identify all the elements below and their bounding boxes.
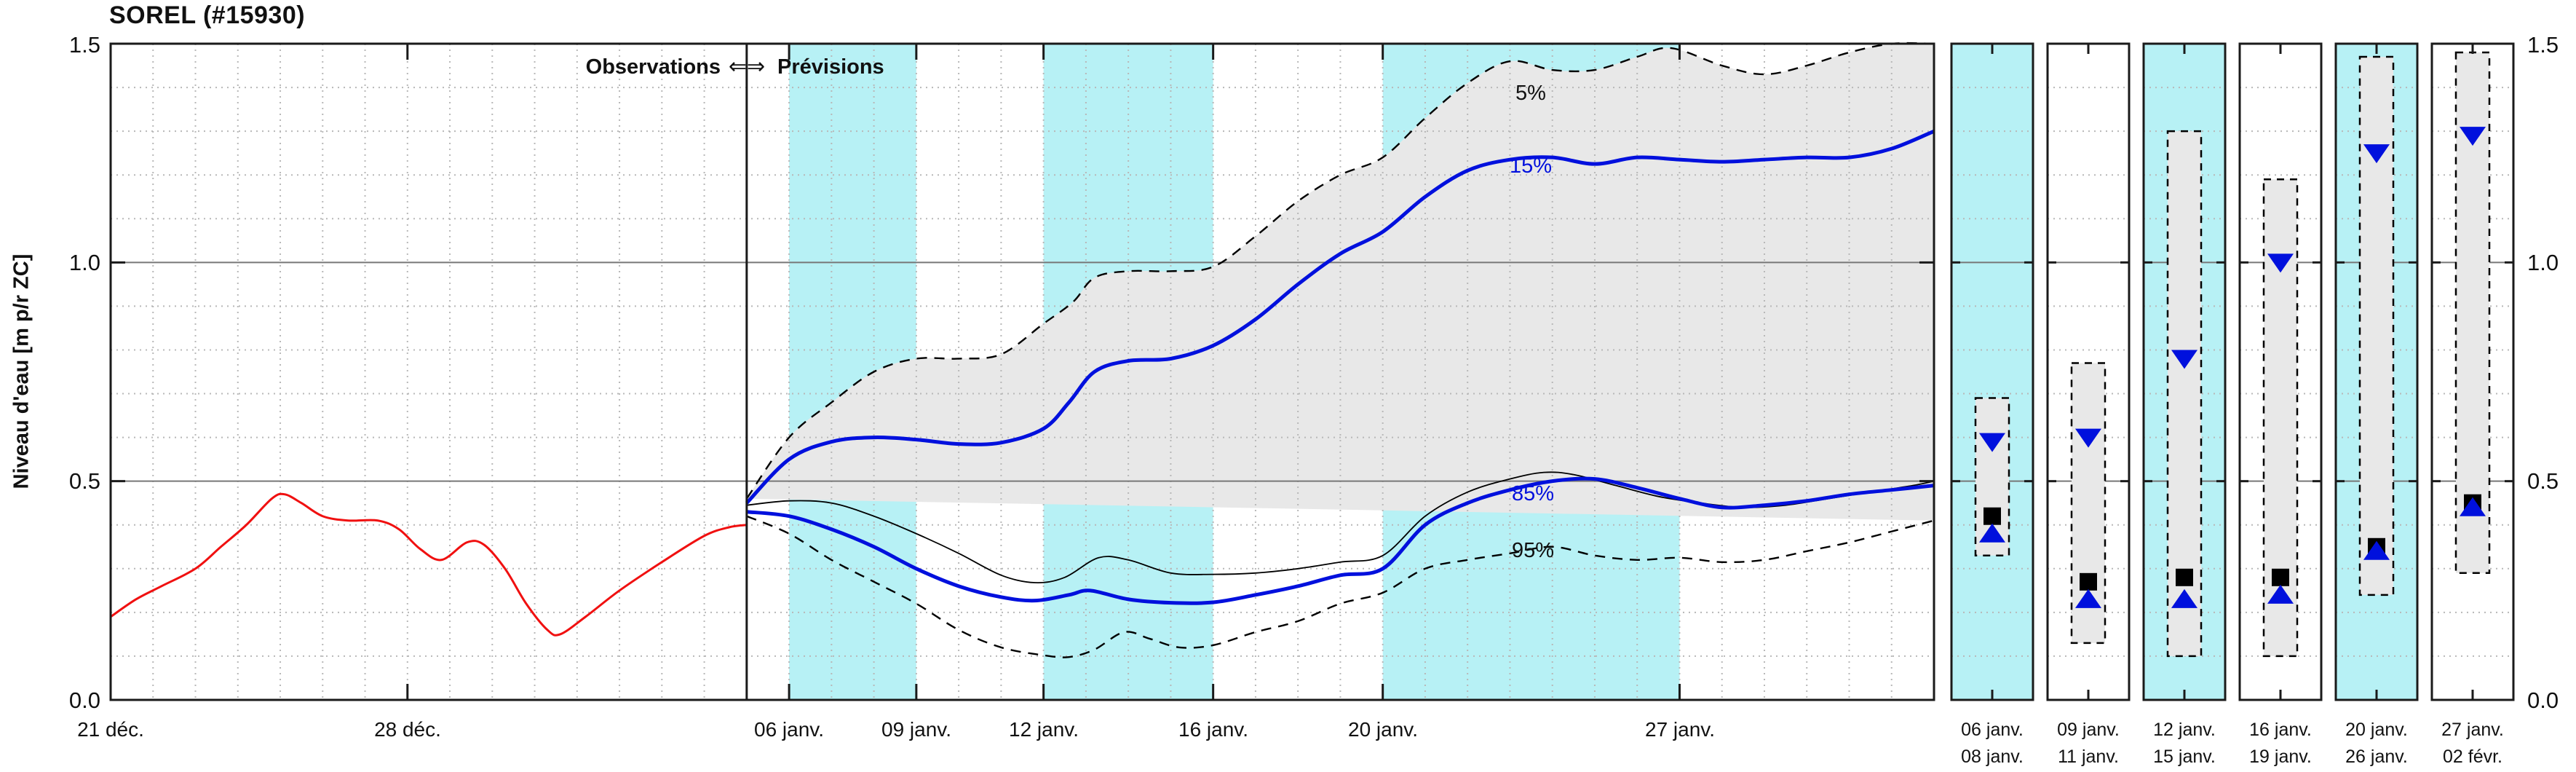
panel3-date-start: 12 janv. (2153, 720, 2216, 740)
page-title: SOREL (#15930) (109, 1, 306, 29)
x-tick-16-janv: 16 janv. (1178, 718, 1248, 741)
panel2-date-end: 11 janv. (2058, 747, 2119, 767)
panel4-date-end: 19 janv. (2249, 747, 2312, 767)
panel6-date-end: 02 févr. (2443, 747, 2502, 767)
panel4-date-start: 16 janv. (2249, 720, 2312, 740)
panel2-date-start: 09 janv. (2057, 720, 2120, 740)
x-tick-12-janv: 12 janv. (1009, 718, 1079, 741)
x-tick-27-janv: 27 janv. (1645, 718, 1715, 741)
label-quantile-5: 5% (1515, 82, 1546, 105)
panel3-date-end: 15 janv. (2153, 747, 2216, 767)
panel6-date-start: 27 janv. (2441, 720, 2504, 740)
x-tick-28-dec: 28 déc. (374, 718, 441, 741)
x-tick-06-janv: 06 janv. (754, 718, 824, 741)
y-tick-left-0.5: 0.5 (68, 468, 100, 494)
y-axis-label: Niveau d'eau [m p/r ZC] (9, 253, 33, 489)
observations-header: Observations (585, 55, 721, 79)
panel1-date-end: 08 janv. (1961, 747, 2024, 767)
y-tick-right-1.0: 1.0 (2527, 250, 2559, 275)
panel1-date-start: 06 janv. (1961, 720, 2024, 740)
x-tick-20-janv: 20 janv. (1348, 718, 1418, 741)
panel5-date-start: 20 janv. (2345, 720, 2408, 740)
label-quantile-95: 95% (1511, 539, 1555, 562)
y-tick-right-0.5: 0.5 (2527, 468, 2559, 494)
x-tick-09-janv: 09 janv. (881, 718, 951, 741)
y-tick-right-1.5: 1.5 (2527, 32, 2559, 58)
y-tick-right-0.0: 0.0 (2527, 688, 2559, 713)
panel5-date-end: 26 janv. (2345, 747, 2408, 767)
previsions-header: Prévisions (777, 55, 884, 79)
label-quantile-85: 85% (1511, 482, 1555, 505)
y-tick-left-1.0: 1.0 (68, 250, 100, 275)
x-tick-21-dec: 21 déc. (77, 718, 144, 741)
y-tick-left-0.0: 0.0 (68, 688, 100, 713)
y-tick-left-1.5: 1.5 (68, 32, 100, 58)
label-quantile-15: 15% (1509, 154, 1553, 178)
divider-arrows-icon: ⇐⇒ (728, 55, 766, 79)
